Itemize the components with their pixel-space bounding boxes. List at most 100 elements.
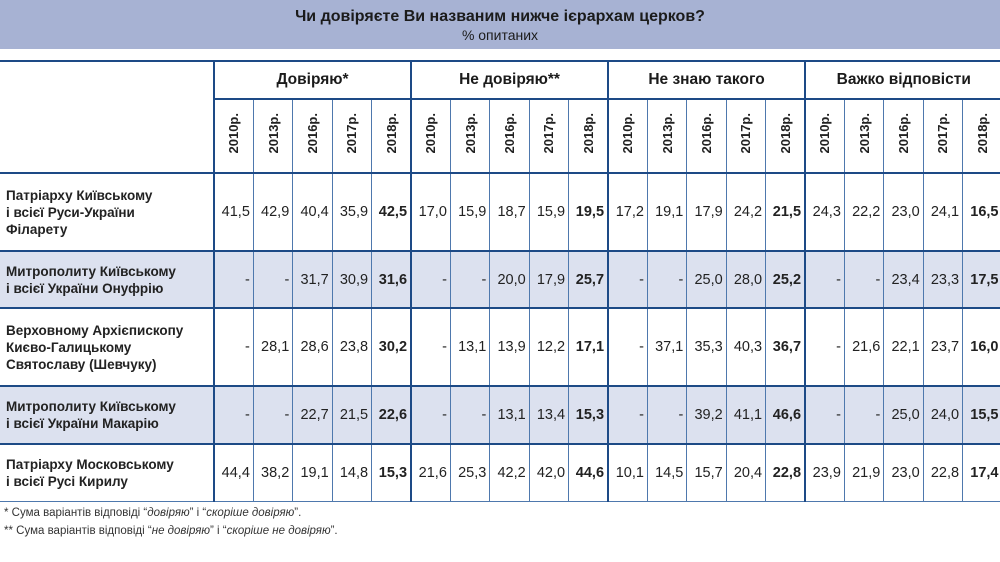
year-header: 2013р. (252, 98, 294, 174)
year-label: 2018р. (974, 113, 990, 154)
value-cell: 12,2 (528, 307, 570, 387)
value-cell: - (410, 385, 451, 445)
year-label: 2018р. (580, 113, 596, 154)
value-cell: 22,6 (371, 385, 412, 445)
year-label: 2010р. (620, 113, 636, 154)
value-cell: 13,9 (489, 307, 530, 387)
table-row: Верховному Архієпископу Києво-Галицькому С… (0, 307, 1000, 387)
year-header: 2018р. (371, 98, 412, 174)
value-cell: 13,1 (489, 385, 530, 445)
value-cell: 25,0 (686, 250, 727, 309)
value-cell: - (410, 307, 451, 387)
value-cell: 17,2 (607, 172, 648, 252)
value-cell: 23,8 (331, 307, 373, 387)
year-label: 2018р. (777, 113, 793, 154)
value-cell: 15,5 (962, 385, 1000, 445)
row-label: Митрополиту Київському і всієї України Он… (0, 250, 215, 309)
value-cell: 44,4 (212, 443, 254, 502)
footnote-marker: ** (4, 525, 13, 537)
value-cell: 10,1 (607, 443, 648, 502)
value-cell: 36,7 (765, 307, 806, 387)
value-cell: 22,8 (765, 443, 806, 502)
value-cell: 21,9 (843, 443, 885, 502)
footnote-text: ” і “ (189, 507, 207, 519)
row-label-line: Патріарху Московському (6, 456, 174, 472)
row-label: Патріарху Київському і всієї Руси-України… (0, 172, 215, 252)
value-cell: 23,0 (883, 443, 924, 502)
value-cell: 28,6 (292, 307, 333, 387)
value-cell: - (449, 385, 491, 445)
year-header: 2013р. (449, 98, 491, 174)
value-cell: 14,8 (331, 443, 373, 502)
value-cell: 18,7 (489, 172, 530, 252)
row-label-line: Філарету (6, 221, 68, 237)
value-cell: 35,3 (686, 307, 727, 387)
footnote-italic: довіряю (147, 507, 190, 519)
value-cell: 38,2 (252, 443, 294, 502)
year-label: 2013р. (265, 113, 281, 154)
value-cell: 23,7 (922, 307, 964, 387)
table-row: Митрополиту Київському і всієї України Он… (0, 250, 1000, 309)
value-cell: 24,1 (922, 172, 964, 252)
value-cell: 21,6 (843, 307, 885, 387)
value-cell: 17,9 (528, 250, 570, 309)
value-cell: - (607, 307, 648, 387)
row-label-line: і всієї Руси-України (6, 204, 135, 220)
value-cell: 42,2 (489, 443, 530, 502)
value-cell: 21,5 (765, 172, 806, 252)
footnote-text: Сума варіантів відповіді “ (8, 507, 148, 519)
year-label: 2016р. (699, 113, 714, 154)
group-header: Важко відповісти (804, 60, 1000, 100)
year-header: 2016р. (489, 98, 530, 174)
value-cell: 16,0 (962, 307, 1000, 387)
year-label: 2018р. (383, 113, 399, 154)
year-label: 2016р. (895, 113, 911, 154)
row-label-line: і всієї Русі Кирилу (6, 473, 128, 489)
value-cell: - (646, 250, 688, 309)
value-cell: - (607, 385, 648, 445)
trust-table: Довіряю* Не довіряю** Не знаю такого Важко … (0, 60, 1000, 502)
row-label-line: і всієї України Онуфрію (6, 280, 164, 296)
footnote-text: ” і “ (210, 525, 227, 537)
value-cell: 24,0 (922, 385, 964, 445)
footnote-1: * Сума варіантів відповіді “довіряю” і “… (4, 507, 301, 519)
row-label-line: Києво-Галицькому (6, 339, 132, 355)
value-cell: - (212, 307, 254, 387)
table-row: Патріарху Московському і всієї Русі Кирил… (0, 443, 1000, 502)
value-cell: 23,9 (804, 443, 845, 502)
year-header: 2013р. (646, 98, 688, 174)
value-cell: 25,0 (883, 385, 924, 445)
year-header: 2016р. (686, 98, 727, 174)
group-header: Не довіряю** (410, 60, 609, 100)
value-cell: 31,6 (371, 250, 412, 309)
year-label: 2017р. (344, 113, 360, 154)
row-label-line: Верховному Архієпископу (6, 322, 184, 338)
year-label: 2010р. (423, 113, 439, 154)
value-cell: 23,0 (883, 172, 924, 252)
year-header: 2010р. (410, 98, 451, 174)
row-label-line: Патріарху Київському (6, 187, 153, 203)
header-corner (0, 60, 215, 174)
value-cell: 25,7 (568, 250, 609, 309)
value-cell: 46,6 (765, 385, 806, 445)
footnote-italic: скоріше не довіряю (226, 525, 331, 537)
value-cell: 31,7 (292, 250, 333, 309)
value-cell: 28,1 (252, 307, 294, 387)
value-cell: 19,1 (646, 172, 688, 252)
footnote-2: ** Сума варіантів відповіді “не довіряю”… (4, 525, 338, 537)
value-cell: 42,0 (528, 443, 570, 502)
row-label: Патріарху Московському і всієї Русі Кирил… (0, 443, 215, 502)
value-cell: 15,3 (371, 443, 412, 502)
value-cell: - (212, 385, 254, 445)
year-label: 2016р. (304, 113, 320, 154)
year-label: 2017р. (935, 113, 951, 154)
value-cell: 24,2 (725, 172, 767, 252)
value-cell: - (843, 385, 885, 445)
year-header: 2017р. (922, 98, 964, 174)
value-cell: 14,5 (646, 443, 688, 502)
value-cell: 13,1 (449, 307, 491, 387)
value-cell: 19,1 (292, 443, 333, 502)
year-header: 2018р. (765, 98, 806, 174)
value-cell: - (646, 385, 688, 445)
year-header: 2017р. (331, 98, 373, 174)
